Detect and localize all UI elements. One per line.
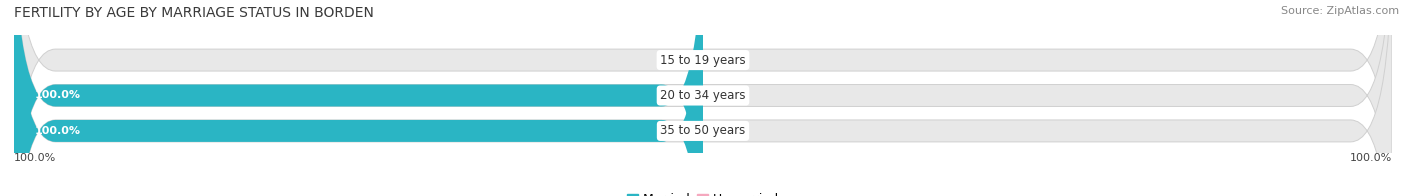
FancyBboxPatch shape [14, 0, 1392, 196]
Text: 100.0%: 100.0% [1350, 153, 1392, 163]
Text: 100.0%: 100.0% [35, 126, 80, 136]
Text: 100.0%: 100.0% [35, 91, 80, 101]
Text: FERTILITY BY AGE BY MARRIAGE STATUS IN BORDEN: FERTILITY BY AGE BY MARRIAGE STATUS IN B… [14, 6, 374, 20]
Text: 100.0%: 100.0% [14, 153, 56, 163]
Text: 0.0%: 0.0% [713, 91, 741, 101]
FancyBboxPatch shape [14, 0, 703, 196]
Text: 0.0%: 0.0% [665, 55, 693, 65]
Text: 20 to 34 years: 20 to 34 years [661, 89, 745, 102]
Text: 0.0%: 0.0% [713, 55, 741, 65]
Text: 0.0%: 0.0% [713, 126, 741, 136]
FancyBboxPatch shape [14, 0, 1392, 196]
FancyBboxPatch shape [14, 0, 1392, 196]
Text: Source: ZipAtlas.com: Source: ZipAtlas.com [1281, 6, 1399, 16]
Text: 35 to 50 years: 35 to 50 years [661, 124, 745, 137]
Legend: Married, Unmarried: Married, Unmarried [621, 188, 785, 196]
FancyBboxPatch shape [14, 0, 703, 196]
Text: 15 to 19 years: 15 to 19 years [661, 54, 745, 67]
